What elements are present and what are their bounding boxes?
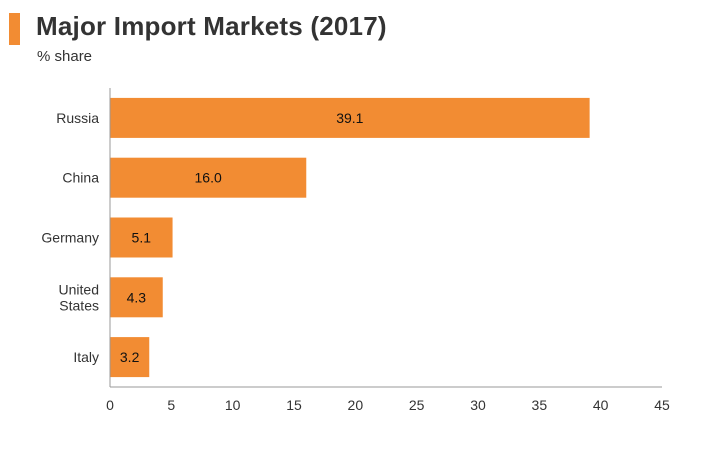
- x-tick-label: 30: [470, 397, 486, 413]
- x-tick-label: 35: [532, 397, 548, 413]
- data-label: 39.1: [336, 110, 363, 126]
- chart-title: Major Import Markets (2017): [36, 11, 387, 41]
- title-accent-bar: [9, 13, 20, 45]
- bar: [110, 157, 307, 198]
- data-label: 5.1: [132, 230, 152, 246]
- category-label: Italy: [73, 349, 99, 365]
- x-tick-label: 15: [286, 397, 302, 413]
- category-label: China: [62, 170, 99, 186]
- x-tick-label: 10: [225, 397, 241, 413]
- category-label: United States: [59, 281, 99, 313]
- bar: [110, 97, 590, 138]
- category-label: Russia: [56, 110, 99, 126]
- bar: [110, 337, 150, 378]
- bar: [110, 277, 163, 318]
- category-label: Germany: [41, 230, 99, 246]
- data-label: 3.2: [120, 349, 140, 365]
- data-label: 16.0: [195, 170, 222, 186]
- x-tick-label: 45: [654, 397, 670, 413]
- bar: [110, 217, 173, 258]
- x-tick-label: 25: [409, 397, 425, 413]
- x-tick-label: 20: [348, 397, 364, 413]
- chart-subtitle: % share: [37, 48, 93, 65]
- x-tick-label: 40: [593, 397, 609, 413]
- data-label: 4.3: [127, 289, 147, 305]
- x-tick-label: 5: [167, 397, 175, 413]
- x-tick-label: 0: [106, 397, 114, 413]
